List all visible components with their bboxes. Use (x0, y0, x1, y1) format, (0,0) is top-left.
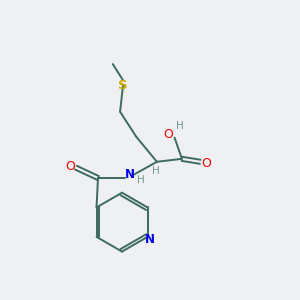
Text: S: S (118, 79, 128, 92)
Text: H: H (152, 166, 159, 176)
Text: O: O (163, 128, 173, 141)
Text: N: N (125, 168, 135, 181)
Text: O: O (66, 160, 76, 173)
Text: N: N (145, 233, 155, 246)
Text: O: O (201, 157, 211, 170)
Text: H: H (137, 175, 145, 185)
Text: H: H (176, 122, 184, 131)
